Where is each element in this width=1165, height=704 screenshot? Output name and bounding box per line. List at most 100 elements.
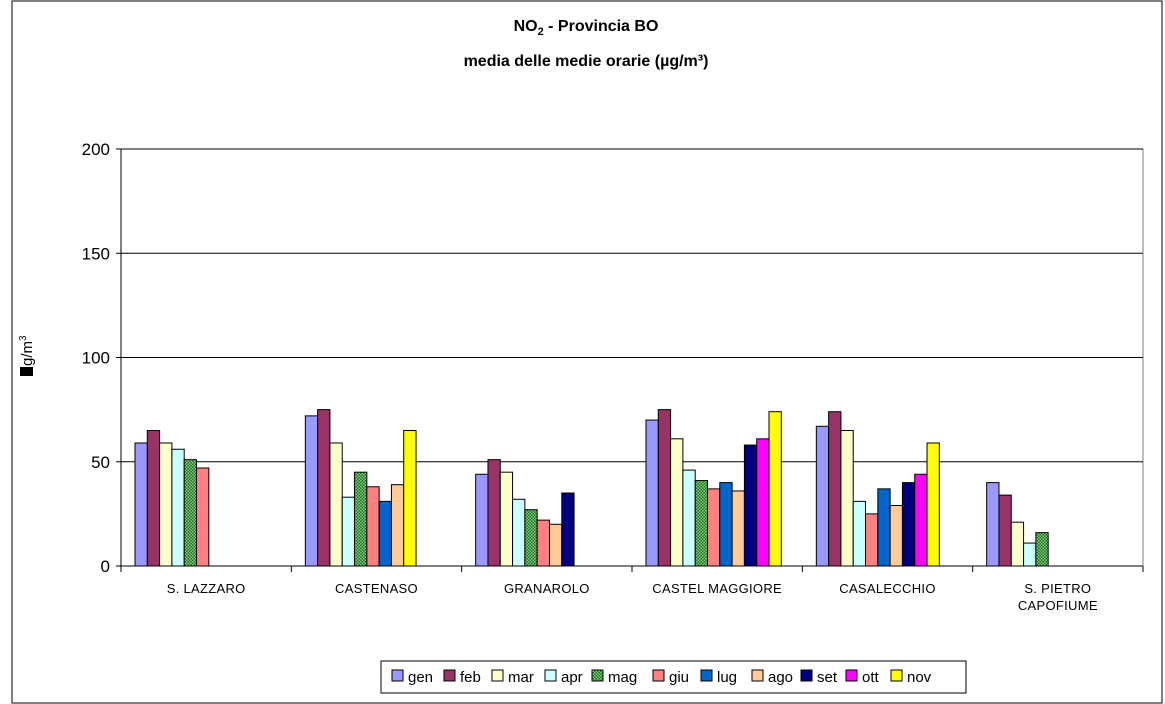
bar-mar <box>499 471 514 567</box>
legend-label-mag: mag <box>608 669 637 686</box>
gridlines <box>121 148 1143 463</box>
title-subscript: 2 <box>538 26 544 38</box>
bar-apr <box>682 469 696 567</box>
y-tick-label: 200 <box>82 140 110 159</box>
legend-label-mar: mar <box>508 669 534 686</box>
bar-ott <box>914 473 928 567</box>
y-axis-label: g/m3 <box>18 335 36 376</box>
x-category-label: S. PIETRO <box>1024 581 1091 596</box>
bar-feb <box>317 409 331 567</box>
bar-ott <box>756 438 770 567</box>
bar-giu <box>196 467 210 567</box>
legend-box <box>380 660 967 694</box>
legend-label-feb: feb <box>460 669 481 686</box>
chart-subtitle: media delle medie orarie (µg/m³) <box>464 53 709 70</box>
y-axis-label-sup: 3 <box>18 335 29 341</box>
bar-ago <box>390 484 405 567</box>
y-axis-label-text: g/m3 <box>18 335 36 366</box>
legend: gen feb mar apr mag giu lug ago set ott nov <box>391 669 932 686</box>
bar-ago <box>731 490 745 567</box>
bar-feb <box>828 411 842 567</box>
bar-apr <box>852 500 867 567</box>
bar-giu <box>366 486 380 567</box>
x-category-label: S. LAZZARO <box>167 581 246 596</box>
legend-label-lug: lug <box>717 669 737 686</box>
bar-feb <box>657 409 672 567</box>
legend-swatch-set <box>800 669 813 682</box>
x-category-label: CAPOFIUME <box>1018 598 1098 613</box>
bar-set <box>901 482 916 567</box>
category-labels: S. LAZZARO CASTENASO GRANAROLO CASTEL MAGGI… <box>167 581 1098 613</box>
bar-giu <box>707 488 721 567</box>
legend-swatch-apr <box>544 669 557 682</box>
legend-label-ott: ott <box>862 669 880 686</box>
bar-gen <box>645 419 659 567</box>
x-category-label: GRANAROLO <box>504 581 590 596</box>
legend-swatch-lug <box>700 669 713 682</box>
bar-feb <box>998 494 1012 567</box>
legend-label-giu: giu <box>669 669 689 686</box>
bar-mag <box>354 471 368 567</box>
y-tick-label: 50 <box>91 453 110 472</box>
bar-giu <box>536 519 550 567</box>
bar-mar <box>329 442 343 567</box>
bar-gen <box>134 442 148 567</box>
x-category-label: CASALECCHIO <box>839 581 936 596</box>
bar-lug <box>877 488 891 567</box>
legend-label-set: set <box>817 669 838 686</box>
chart-title: NO2 - Provincia BO <box>514 18 659 38</box>
y-ticks: 0 50 100 150 200 <box>82 140 121 576</box>
bar-mag <box>524 509 538 567</box>
bar-mar <box>840 429 854 567</box>
bar-apr <box>1023 542 1037 567</box>
legend-swatch-feb <box>443 669 456 682</box>
bar-mar <box>1010 521 1025 567</box>
bar-apr <box>171 448 185 567</box>
legend-label-gen: gen <box>408 669 433 686</box>
legend-swatch-mag <box>591 669 604 682</box>
legend-swatch-ott <box>845 669 858 682</box>
bar-nov <box>768 411 782 567</box>
title-rest: - Provincia BO <box>544 18 659 35</box>
title-main: NO <box>514 18 538 35</box>
y-tick-label: 0 <box>101 557 110 576</box>
y-axis-label-mu-box <box>20 367 33 376</box>
bar-feb <box>146 429 161 567</box>
bar-mag <box>1035 532 1049 567</box>
bar-gen <box>815 425 830 567</box>
legend-swatch-gen <box>391 669 404 682</box>
bar-nov <box>926 442 940 567</box>
bar-set <box>561 492 575 567</box>
bars <box>134 409 1049 567</box>
x-category-label: CASTENASO <box>335 581 418 596</box>
bar-set <box>743 444 758 567</box>
legend-swatch-giu <box>652 669 665 682</box>
legend-swatch-mar <box>491 669 504 682</box>
bar-ago <box>889 505 903 567</box>
bar-lug <box>378 500 392 567</box>
x-category-label: CASTEL MAGGIORE <box>652 581 782 596</box>
bar-lug <box>719 482 733 567</box>
y-tick-label: 150 <box>82 244 110 263</box>
bar-giu <box>865 513 879 567</box>
bar-feb <box>487 459 501 567</box>
bar-mar <box>670 438 684 567</box>
y-tick-label: 100 <box>82 349 110 368</box>
bar-gen <box>475 473 489 567</box>
bar-apr <box>512 498 526 567</box>
bar-mag <box>183 459 197 567</box>
legend-label-ago: ago <box>768 669 793 686</box>
bar-gen <box>304 415 319 567</box>
bar-mag <box>694 480 709 567</box>
legend-label-nov: nov <box>907 669 932 686</box>
legend-swatch-ago <box>751 669 764 682</box>
bar-mar <box>159 442 173 567</box>
bar-apr <box>341 496 356 567</box>
bar-nov <box>403 429 417 567</box>
legend-swatch-nov <box>890 669 903 682</box>
legend-label-apr: apr <box>561 669 583 686</box>
y-axis-label-main: g/m <box>19 341 36 366</box>
bar-gen <box>986 482 1000 567</box>
